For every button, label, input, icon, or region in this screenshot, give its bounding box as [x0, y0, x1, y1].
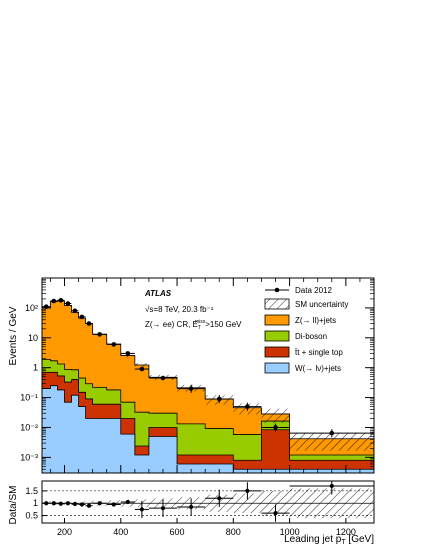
y-tick-label: 10²	[25, 303, 38, 313]
data-point	[125, 351, 131, 356]
data-point	[188, 386, 194, 391]
region-label-cut: >150 GeV	[205, 320, 242, 329]
x-axis-title: Leading jet pT [GeV]	[284, 534, 374, 546]
ratio-point	[329, 483, 334, 489]
legend-swatch-4	[264, 314, 290, 326]
ratio-point	[189, 504, 194, 510]
energy-lumi-label: √s=8 TeV, 20.3 fb⁻¹	[145, 305, 214, 314]
data-point	[273, 425, 278, 430]
x-axis-title-main: Leading jet p	[284, 534, 342, 545]
ratio-point	[72, 501, 78, 507]
y-tick-label: 10⁻³	[20, 452, 38, 462]
ratio-point	[217, 496, 222, 501]
legend-swatch-1	[264, 362, 290, 374]
legend-label-2: t̄t + single top	[294, 348, 343, 357]
x-tick-label: 200	[57, 527, 72, 537]
ratio-point	[245, 488, 250, 493]
region-label: Z(→ ee) CR, ETmiss>150 GeV	[145, 319, 242, 331]
data-point	[51, 298, 57, 304]
y-axis-title: Events / GeV	[8, 306, 19, 365]
data-points	[42, 297, 374, 438]
x-tick-label: 400	[113, 527, 128, 537]
ratio-point	[160, 506, 166, 511]
x-tick-label: 1000	[280, 527, 300, 537]
x-axis-title-sub: T	[341, 539, 346, 546]
x-tick-label: 1200	[336, 527, 356, 537]
ratio-point	[273, 511, 278, 516]
main-plot-area: 10² 10 1 10⁻¹ 10⁻² 10⁻³	[20, 277, 375, 474]
atlas-label: ATLAS	[144, 289, 172, 298]
data-point	[79, 314, 85, 320]
ratio-y-tick-label: 0.5	[25, 511, 38, 521]
ratio-plot-area: 200 400 600 800 1000 1200 1.5 1 0.5	[25, 480, 375, 537]
legend: Data 2012 SM uncertainty Z(→ ll)+jets Di-bo…	[264, 286, 348, 374]
uncertainty-bin	[289, 432, 374, 451]
ratio-point	[58, 501, 63, 506]
ratio-point	[65, 501, 70, 506]
y-tick-label: 1	[33, 363, 38, 373]
legend-label-3: Di-boson	[295, 332, 327, 341]
legend-swatch-3	[264, 330, 290, 342]
y-tick-label: 10⁻²	[20, 422, 38, 432]
legend-label-4: Z(→ ll)+jets	[295, 316, 336, 325]
data-point	[72, 308, 78, 314]
region-label-main: Z(→ ee) CR, E	[145, 320, 198, 329]
ratio-point	[111, 502, 116, 507]
x-axis-title-rest: [GeV]	[346, 534, 375, 545]
region-label-sup: miss	[195, 319, 206, 325]
data-point	[160, 375, 166, 381]
legend-label-1: W(→ lν)+jets	[295, 364, 341, 373]
ratio-point	[51, 501, 56, 506]
data-point	[86, 321, 92, 326]
data-point	[329, 430, 335, 436]
ratio-y-tick-label: 1	[33, 498, 38, 508]
ratio-point	[86, 503, 92, 508]
legend-unc-label: SM uncertainty	[295, 300, 348, 309]
x-tick-label: 800	[226, 527, 241, 537]
data-point	[139, 366, 145, 372]
data-point	[58, 297, 64, 303]
ratio-point	[79, 502, 85, 507]
legend-data-marker	[274, 287, 280, 293]
y-tick-label: 10	[28, 333, 38, 343]
data-point	[245, 404, 250, 409]
legend-data-label: Data 2012	[295, 286, 332, 295]
main-axes: 10² 10 1 10⁻¹ 10⁻² 10⁻³	[20, 278, 375, 474]
ratio-axes: 200 400 600 800 1000 1200 1.5 1 0.5	[25, 486, 355, 537]
y-tick-label: 10⁻¹	[20, 393, 38, 403]
data-point	[111, 342, 117, 347]
ratio-point	[125, 499, 130, 505]
data-point	[97, 332, 102, 337]
x-tick-label: 600	[170, 527, 185, 537]
ratio-data-points	[42, 481, 374, 522]
region-label-sub: T	[198, 325, 201, 331]
ratio-y-axis-title: Data/SM	[8, 486, 19, 525]
legend-swatch-2	[264, 346, 290, 358]
legend-unc-swatch	[264, 298, 290, 310]
main-frame	[41, 277, 375, 474]
ratio-frame	[41, 480, 375, 524]
uncertainty-bin	[261, 408, 290, 423]
ratio-point	[139, 507, 144, 512]
data-point	[65, 301, 71, 306]
ratio-y-tick-label: 1.5	[25, 486, 38, 496]
ratio-point	[97, 501, 102, 506]
data-point	[216, 396, 222, 402]
uncertainty-bin	[134, 363, 149, 368]
